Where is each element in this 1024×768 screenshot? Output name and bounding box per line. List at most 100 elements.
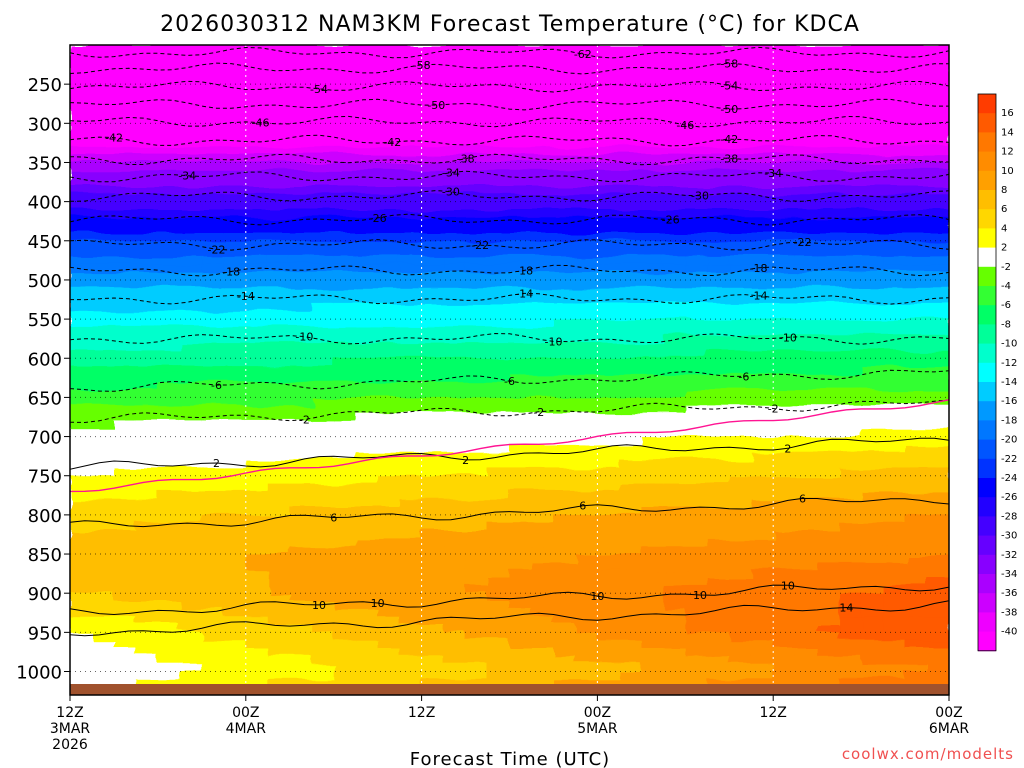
colorbar-swatch	[978, 574, 996, 594]
fill-cell	[333, 146, 357, 156]
fill-cell	[619, 358, 643, 367]
fill-cell	[399, 170, 423, 179]
fill-cell	[751, 389, 774, 399]
fill-cell	[509, 522, 533, 532]
fill-cell	[751, 84, 774, 93]
fill-cell	[421, 201, 445, 211]
fill-cell	[817, 311, 840, 320]
fill-cell	[795, 45, 818, 54]
fill-cell	[114, 92, 137, 101]
fill-cell	[575, 648, 599, 657]
fill-cell	[223, 514, 247, 524]
fill-cell	[707, 45, 731, 54]
fill-cell	[883, 366, 906, 375]
fill-cell	[509, 491, 533, 500]
fill-cell	[201, 350, 225, 359]
fill-cell	[751, 225, 774, 234]
fill-cell	[553, 99, 577, 109]
fill-cell	[553, 303, 577, 312]
fill-cell	[70, 225, 93, 234]
fill-cell	[531, 483, 555, 493]
contour-line	[70, 115, 949, 128]
fill-cell	[114, 373, 137, 383]
fill-cell	[399, 554, 423, 563]
fill-cell	[355, 436, 379, 446]
fill-cell	[531, 186, 555, 195]
fill-cell	[311, 679, 335, 688]
fill-cell	[861, 460, 884, 469]
fill-cell	[641, 52, 665, 62]
fill-cell	[245, 68, 269, 78]
fill-cell	[355, 146, 379, 156]
contour-label: -38	[720, 153, 738, 166]
fill-cell	[245, 326, 269, 336]
fill-cell	[179, 397, 203, 406]
fill-cell	[751, 279, 774, 289]
fill-cell	[92, 342, 115, 352]
fill-cell	[92, 428, 115, 438]
fill-cell	[377, 632, 401, 641]
fill-cell	[201, 444, 225, 453]
fill-cell	[663, 233, 687, 242]
fill-cell	[487, 507, 511, 516]
fill-cell	[443, 311, 467, 320]
fill-cell	[729, 350, 753, 359]
fill-cell	[575, 475, 599, 485]
fill-cell	[267, 201, 291, 211]
fill-cell	[157, 76, 181, 85]
fill-cell	[707, 76, 731, 85]
fill-cell	[465, 287, 489, 297]
fill-cell	[575, 99, 599, 109]
fill-cell	[355, 131, 379, 140]
fill-cell	[465, 76, 489, 85]
fill-cell	[201, 530, 225, 540]
fill-cell	[333, 92, 357, 101]
fill-cell	[443, 428, 467, 438]
fill-cell	[773, 475, 796, 485]
fill-cell	[663, 358, 687, 367]
fill-cell	[377, 507, 401, 516]
fill-cell	[333, 522, 357, 532]
fill-cell	[92, 334, 115, 344]
fill-cell	[795, 671, 818, 681]
fill-cell	[927, 279, 949, 289]
fill-cell	[399, 225, 423, 234]
fill-cell	[355, 295, 379, 305]
fill-cell	[487, 68, 511, 78]
fill-cell	[575, 201, 599, 211]
fill-cell	[509, 397, 533, 406]
fill-cell	[861, 679, 884, 688]
fill-cell	[509, 123, 533, 132]
fill-cell	[641, 648, 665, 657]
fill-cell	[817, 256, 840, 265]
fill-cell	[685, 413, 709, 422]
fill-cell	[377, 624, 401, 634]
fill-cell	[223, 68, 247, 78]
fill-cell	[289, 632, 313, 641]
fill-cell	[751, 538, 774, 547]
fill-cell	[839, 569, 862, 579]
fill-cell	[905, 467, 928, 477]
fill-cell	[333, 413, 357, 422]
fill-cell	[70, 499, 93, 508]
fill-cell	[443, 601, 467, 610]
fill-cell	[773, 217, 796, 226]
contour-label: 10	[693, 589, 707, 602]
fill-cell	[663, 154, 687, 164]
fill-cell	[333, 491, 357, 500]
fill-cell	[729, 397, 753, 406]
fill-cell	[575, 538, 599, 547]
fill-cell	[487, 601, 511, 610]
fill-cell	[92, 640, 115, 649]
fill-cell	[465, 413, 489, 422]
fill-cell	[641, 405, 665, 414]
contour-line	[70, 80, 949, 93]
fill-cell	[905, 522, 928, 532]
colorbar: 161412108642-2-4-6-8-10-12-14-16-18-20-2…	[977, 93, 1017, 652]
fill-cell	[311, 60, 335, 70]
fill-cell	[883, 663, 906, 673]
fill-cell	[619, 436, 643, 446]
fill-cell	[223, 217, 247, 226]
fill-cell	[355, 389, 379, 399]
